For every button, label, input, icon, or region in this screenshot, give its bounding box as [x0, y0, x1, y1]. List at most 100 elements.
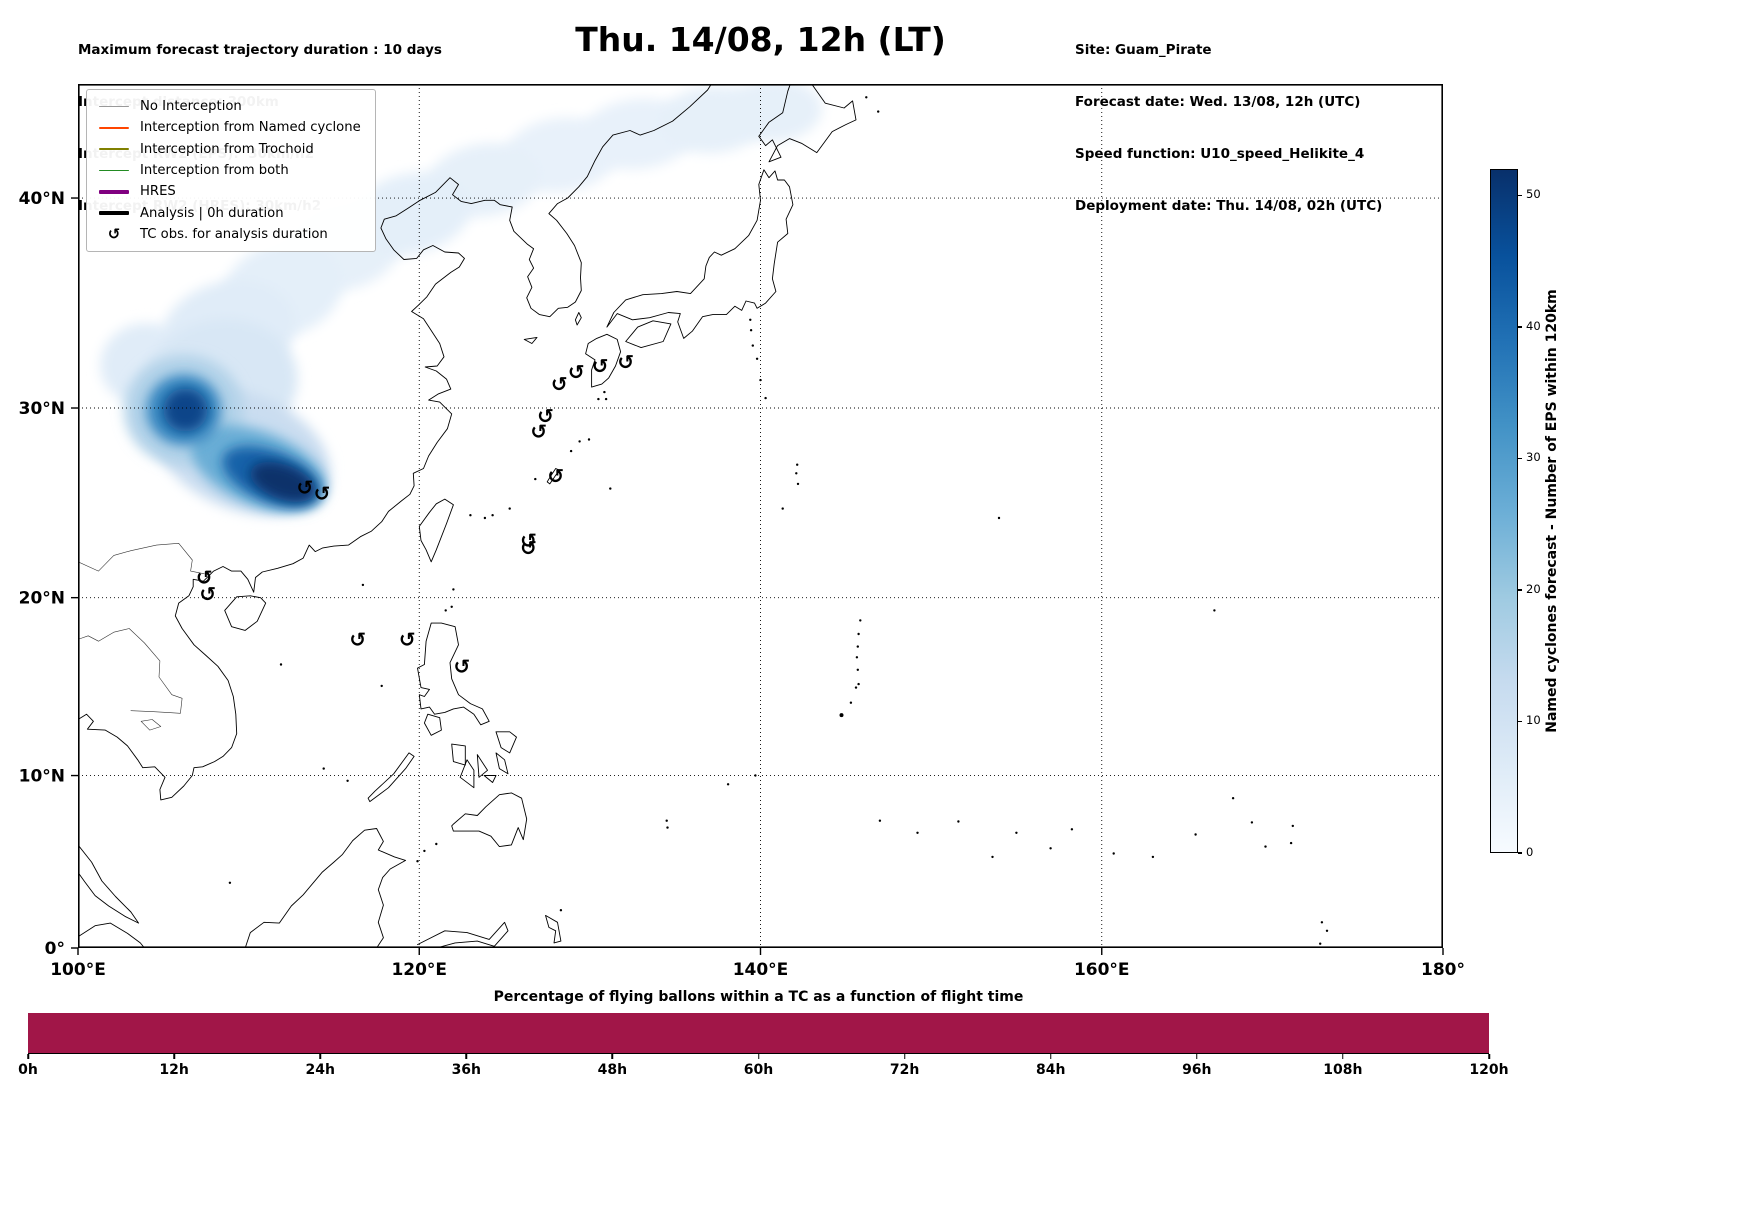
legend-line-swatch	[97, 105, 131, 108]
flight-time-tick-label: 0h	[18, 1062, 38, 1078]
legend-line-swatch	[97, 148, 131, 151]
legend-line	[99, 105, 129, 108]
colorbar: 0 10 20 30 40 50	[1490, 169, 1610, 859]
tc-cyclone-icon: ↺	[592, 354, 609, 378]
flight-time-tick-label: 24h	[305, 1062, 335, 1078]
tc-cyclone-icon: ↺	[520, 529, 537, 553]
tc-cyclone-icon: ↺	[617, 350, 634, 374]
legend-item: ↺ TC obs. for analysis duration	[97, 224, 361, 245]
y-tick-label: 20°N	[19, 589, 65, 609]
flight-time-tick	[465, 1054, 468, 1059]
legend-line-swatch	[97, 189, 131, 194]
flight-time-tick-label: 96h	[1182, 1062, 1212, 1078]
legend-line	[99, 169, 129, 172]
tc-cyclone-icon: ↺	[107, 225, 121, 244]
density-blob	[163, 388, 208, 432]
tc-cyclone-icon: ↺	[551, 372, 568, 396]
forecast-date-text: Forecast date: Wed. 13/08, 12h (UTC)	[1075, 94, 1361, 111]
x-tick-label: 120°E	[391, 960, 447, 980]
axes-layer: 100°E 120°E 140°E 160°E 180° 0° 10°N 20°N 30°N 40…	[19, 84, 1465, 980]
colorbar-tick-label: 10	[1526, 713, 1541, 728]
colorbar-tick	[1518, 852, 1522, 854]
tc-cyclone-icon: ↺	[399, 627, 416, 651]
density-blob	[726, 84, 822, 142]
flight-time-tick-label: 48h	[597, 1062, 628, 1078]
tc-cyclone-icon: ↺	[297, 476, 314, 500]
y-tick-label: 30°N	[19, 399, 65, 419]
tc-obs-layer: ↺↺ ↺ ↺↺↺↺↺↺↺ ↺↺↺↺ ↺↺	[196, 350, 634, 678]
coastline-layer	[78, 84, 1329, 948]
tc-cyclone-icon: ↺	[547, 464, 564, 488]
x-tick-label: 100°E	[50, 960, 106, 980]
colorbar-ticks: 0 10 20 30 40 50	[1518, 169, 1578, 859]
y-tick-label: 10°N	[19, 767, 65, 787]
colorbar-tick	[1518, 589, 1522, 591]
legend-line-swatch	[97, 211, 131, 216]
flight-time-tick	[1196, 1054, 1198, 1059]
flight-time-tick-label: 36h	[451, 1062, 482, 1078]
flight-time-tick	[903, 1054, 906, 1059]
eps-density-layer	[100, 84, 822, 516]
flight-time-bar	[28, 1013, 1489, 1053]
y-tick-label: 0°	[45, 939, 65, 959]
density-blob	[250, 461, 316, 502]
colorbar-tick	[1518, 326, 1522, 328]
colorbar-tick-label: 20	[1526, 581, 1541, 596]
density-blob	[350, 172, 472, 255]
colorbar-label: Named cyclones forecast - Number of EPS …	[1544, 289, 1560, 733]
legend-label: No Interception	[140, 99, 242, 115]
legend-item: Analysis | 0h duration	[97, 202, 361, 223]
colorbar-gradient	[1490, 169, 1518, 853]
map-legend: No Interception Interception from Named c…	[86, 89, 376, 253]
flight-time-tick-label: 120h	[1469, 1062, 1509, 1078]
flight-time-tick-label: 108h	[1323, 1062, 1363, 1078]
legend-label: Interception from both	[140, 163, 289, 179]
legend-label: Analysis | 0h duration	[140, 205, 284, 221]
flight-time-tick-label: 84h	[1035, 1062, 1066, 1078]
colorbar-tick	[1518, 194, 1522, 197]
flight-time-tick	[1342, 1054, 1344, 1059]
tc-cyclone-icon: ↺	[196, 566, 213, 590]
legend-line	[99, 189, 129, 194]
speed-function-text: Speed function: U10_speed_Helikite_4	[1075, 146, 1365, 163]
legend-line	[99, 211, 129, 216]
geo-layer: ↺↺ ↺ ↺↺↺↺↺↺↺ ↺↺↺↺ ↺↺	[78, 84, 1329, 948]
legend-label: Interception from Trochoid	[140, 141, 314, 157]
legend-line	[99, 127, 129, 129]
legend-label: HRES	[140, 184, 176, 200]
header-right-block: Site: Guam_Pirate Forecast date: Wed. 13…	[1075, 7, 1382, 251]
site-text: Site: Guam_Pirate	[1075, 41, 1212, 58]
flight-time-chart-title: Percentage of flying ballons within a TC…	[493, 989, 1024, 1005]
x-tick-label: 180°	[1421, 960, 1465, 980]
tc-cyclone-icon: ↺	[568, 360, 585, 384]
legend-items: No Interception Interception from Named c…	[97, 96, 361, 245]
legend-label: Interception from Named cyclone	[140, 120, 361, 136]
legend-item: HRES	[97, 181, 361, 202]
legend-line-swatch	[97, 127, 131, 129]
tc-cyclone-icon: ↺	[454, 654, 471, 678]
figure-title: Thu. 14/08, 12h (LT)	[575, 20, 946, 59]
deployment-date-text: Deployment date: Thu. 14/08, 02h (UTC)	[1075, 198, 1383, 215]
tc-cyclone-icon: ↺	[537, 404, 554, 428]
legend-item: Interception from Trochoid	[97, 139, 361, 160]
x-tick-label: 160°E	[1074, 960, 1130, 980]
colorbar-tick-label: 50	[1526, 187, 1541, 202]
tc-cyclone-icon: ↺	[314, 481, 331, 505]
legend-item: No Interception	[97, 96, 361, 117]
y-tick-label: 40°N	[19, 189, 65, 209]
flight-time-tick	[611, 1054, 614, 1059]
flight-time-axis: 0h 12h 24h 36h 48h 60h 72h 84h 96h 108h 120h	[18, 1053, 1509, 1084]
flight-time-tick-label: 72h	[889, 1062, 920, 1078]
colorbar-tick-label: 0	[1526, 845, 1534, 859]
tc-cyclone-icon: ↺	[530, 420, 547, 444]
flight-time-tick	[319, 1054, 321, 1059]
grid-layer	[78, 84, 1443, 948]
x-tick-label: 140°E	[733, 960, 789, 980]
legend-item: Interception from Named cyclone	[97, 117, 361, 138]
forecast-map: ↺↺ ↺ ↺↺↺↺↺↺↺ ↺↺↺↺ ↺↺100°E 120°E 140°E 160°E 180°…	[19, 84, 1465, 980]
tc-cyclone-icon: ↺	[349, 627, 366, 651]
tc-cyclone-icon: ↺	[520, 536, 537, 560]
colorbar-tick	[1518, 457, 1522, 460]
colorbar-tick-label: 40	[1526, 318, 1541, 333]
